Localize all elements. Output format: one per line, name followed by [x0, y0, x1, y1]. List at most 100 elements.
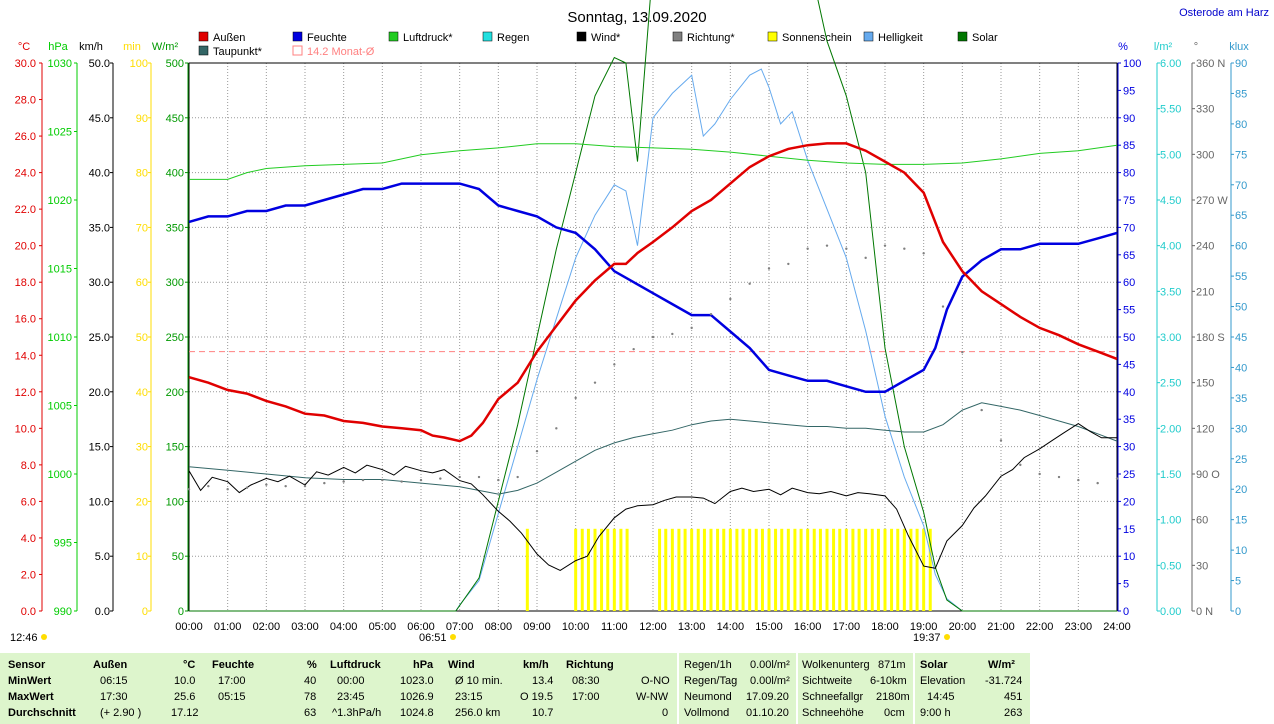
sunshine-bar: [902, 528, 906, 611]
stats-solar-head: Solar: [920, 659, 948, 671]
direction-point: [187, 488, 191, 491]
time-label: 22:00: [1026, 621, 1054, 633]
direction-point: [419, 478, 423, 482]
direction-point: [1077, 478, 1080, 482]
stats-wolken-block: Wolkenunterg 871m Sichtweite 6-10km Schn…: [798, 653, 913, 724]
axis-label-hum: 55: [1123, 305, 1135, 317]
sunshine-bar: [774, 528, 778, 611]
stats-solar-max-val: 451: [1004, 691, 1023, 703]
axis-label-hum: 80: [1123, 168, 1135, 180]
axis-label-wind: 45.0: [89, 113, 110, 125]
stats-wind-max-time: 23:15: [455, 691, 483, 703]
sunshine-bar: [760, 528, 764, 611]
stats-aussen-min-val: 10.0: [174, 675, 196, 687]
axis-label-solar: 100: [166, 496, 184, 508]
time-label: 14:00: [717, 621, 745, 633]
time-label: 09:00: [523, 621, 551, 633]
sunshine-bar: [735, 528, 739, 611]
axis-label-solar: 500: [166, 58, 184, 70]
direction-point: [1019, 463, 1022, 467]
axis-label-rain: 0.50: [1160, 560, 1181, 572]
legend-label: Solar: [972, 32, 998, 44]
sunshine-bar: [696, 528, 700, 611]
plot-frame: [188, 62, 1118, 612]
sunshine-bar: [857, 528, 861, 611]
stats-richtung-min-time: 08:30: [572, 675, 600, 687]
axis-label-hum: 60: [1123, 277, 1135, 289]
stats-luftdruck-min-val: 1023.0: [400, 675, 434, 687]
axis-label-temp: 18.0: [15, 277, 36, 289]
axis-unit-hum: %: [1118, 41, 1128, 53]
time-label: 19:00: [910, 621, 938, 633]
axis-label-dir: 330: [1196, 104, 1214, 116]
direction-point: [1115, 477, 1119, 480]
direction-point: [458, 475, 461, 479]
sunshine-bar: [709, 528, 713, 611]
direction-point: [999, 439, 1003, 442]
stats-luftdruck-min-time: 00:00: [337, 675, 365, 687]
axis-label-hum: 65: [1123, 250, 1135, 262]
time-label: 03:00: [291, 621, 319, 633]
axis-label-dir: 90 O: [1196, 469, 1220, 481]
axis-label-temp: 28.0: [15, 95, 36, 107]
direction-point: [516, 475, 519, 479]
sunshine-bar: [922, 528, 926, 611]
sunshine-bar: [928, 528, 932, 611]
direction-point: [690, 326, 693, 330]
legend-label: Regen: [497, 32, 529, 44]
direction-point: [922, 252, 925, 255]
legend-swatch: [292, 31, 303, 42]
sunshine-bar: [525, 528, 529, 611]
time-label: 20:00: [949, 621, 977, 633]
axis-label-lux: 40: [1235, 362, 1247, 374]
axis-label-solar: 150: [166, 442, 184, 454]
axis-label-wind: 40.0: [89, 168, 110, 180]
stats-regen-1h-label: Regen/1h: [684, 659, 732, 671]
axis-label-press: 1010: [48, 332, 72, 344]
sunshine-bar: [606, 528, 610, 611]
legend-swatch: [388, 31, 399, 42]
legend-swatch: [576, 31, 587, 42]
sunshine-bar: [619, 528, 623, 611]
direction-point: [613, 363, 616, 366]
sunshine-bar: [683, 528, 687, 611]
sunshine-bar: [832, 528, 836, 611]
axis-label-hum: 20: [1123, 496, 1135, 508]
axis-label-hum: 30: [1123, 442, 1135, 454]
sunshine-bar: [690, 528, 694, 611]
direction-point: [497, 478, 500, 482]
stats-feuchte-min-val: 40: [304, 675, 317, 687]
legend-label: Feuchte: [307, 32, 347, 44]
axis-label-lux: 80: [1235, 119, 1247, 131]
stats-wind-min-time: Ø 10 min.: [455, 675, 503, 687]
axis-label-hum: 40: [1123, 387, 1135, 399]
direction-point: [845, 247, 848, 250]
series-line-luftdruck: [189, 143, 1118, 180]
sunshine-bar: [670, 528, 674, 611]
axis-label-dir: 0 N: [1196, 606, 1213, 618]
sunshine-bar: [741, 528, 745, 611]
legend-swatch: [198, 45, 209, 56]
sunshine-bar: [851, 528, 855, 611]
time-label: 11:00: [601, 621, 628, 633]
stats-luftdruck-max-time: 23:45: [337, 691, 365, 703]
axis-label-solar: 400: [166, 168, 184, 180]
stats-sensor-head: Sensor: [8, 659, 46, 671]
time-label: 18:00: [871, 621, 899, 633]
legend-swatch: [957, 31, 968, 42]
axis-label-press: 1030: [48, 58, 72, 70]
axis-label-wind: 25.0: [89, 332, 110, 344]
axis-label-sun: 70: [136, 222, 148, 234]
axis-label-hum: 35: [1123, 414, 1135, 426]
direction-point: [593, 381, 597, 384]
series-line-auen: [188, 142, 1118, 443]
direction-point: [961, 351, 964, 354]
stats-solar-unit: W/m²: [988, 659, 1015, 671]
time-label: 06:00: [407, 621, 435, 633]
axis-label-wind: 5.0: [95, 551, 110, 563]
axis-unit-temp: °C: [18, 41, 30, 53]
axis-label-sun: 40: [136, 387, 148, 399]
stats-feuchte-min-time: 17:00: [218, 675, 246, 687]
time-label: 01:00: [214, 621, 242, 633]
axis-label-lux: 20: [1235, 484, 1247, 496]
